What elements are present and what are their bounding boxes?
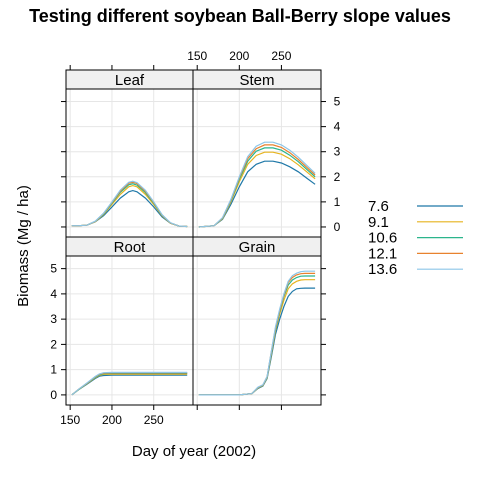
series-line-grain-13.6 — [198, 270, 316, 396]
legend-label: 12.1 — [368, 245, 397, 262]
y-tick-label-left: 0 — [50, 388, 57, 402]
y-axis-label: Biomass (Mg / ha) — [15, 185, 32, 307]
frame-root — [65, 255, 194, 406]
series-line-root-9.1 — [71, 373, 188, 396]
y-tick-label-left: 4 — [50, 287, 57, 301]
y-tick-label-right: 3 — [334, 145, 341, 159]
y-tick-label-right: 1 — [334, 195, 341, 209]
series-line-stem-13.6 — [198, 141, 316, 228]
series-line-grain-7.6 — [198, 287, 316, 396]
x-tick-label-bottom: 150 — [60, 413, 80, 427]
series-line-stem-10.6 — [198, 147, 316, 228]
panel-leaf: Leaf — [65, 69, 194, 238]
x-tick-label-top: 150 — [187, 49, 207, 63]
strip-label-leaf: Leaf — [115, 72, 145, 89]
y-tick-label-left: 5 — [50, 262, 57, 276]
legend: 7.69.110.612.113.6 — [368, 198, 463, 278]
y-tick-label-left: 2 — [50, 337, 57, 351]
strip-label-grain: Grain — [239, 239, 276, 256]
y-tick-label-left: 1 — [50, 363, 57, 377]
panel-stem: Stem — [192, 69, 322, 238]
frame-leaf — [65, 88, 194, 238]
chart-title: Testing different soybean Ball-Berry slo… — [29, 6, 451, 26]
legend-label: 13.6 — [368, 261, 397, 278]
x-axis-label: Day of year (2002) — [132, 443, 256, 460]
y-tick-label-right: 0 — [334, 220, 341, 234]
series-line-grain-12.1 — [198, 272, 316, 396]
series-line-leaf-13.6 — [71, 180, 188, 228]
frame-grain — [192, 255, 322, 406]
strip-label-stem: Stem — [239, 72, 274, 89]
legend-label: 9.1 — [368, 214, 389, 231]
series-line-leaf-10.6 — [71, 183, 188, 228]
legend-label: 7.6 — [368, 198, 389, 215]
panel-root: Root — [65, 236, 194, 406]
series-line-grain-9.1 — [198, 279, 316, 396]
legend-label: 10.6 — [368, 230, 397, 247]
strip-label-root: Root — [114, 239, 147, 256]
y-tick-label-right: 2 — [334, 170, 341, 184]
y-tick-label-right: 4 — [334, 120, 341, 134]
series-line-root-12.1 — [71, 372, 188, 396]
y-tick-label-right: 5 — [334, 95, 341, 109]
x-tick-label-bottom: 250 — [144, 413, 164, 427]
series-line-stem-7.6 — [198, 160, 316, 228]
series-line-root-7.6 — [71, 374, 188, 396]
y-tick-label-left: 3 — [50, 312, 57, 326]
series-line-leaf-12.1 — [71, 181, 188, 228]
x-tick-label-top: 200 — [229, 49, 249, 63]
panel-grain: Grain — [192, 236, 322, 406]
series-line-root-10.6 — [71, 372, 188, 396]
panels: Leaf Stem Root Grain 150 150 200 200 250 250 0 0 1 1 2… — [50, 49, 340, 427]
x-tick-label-bottom: 200 — [102, 413, 122, 427]
series-line-leaf-7.6 — [71, 189, 188, 228]
series-line-root-13.6 — [71, 371, 188, 396]
x-tick-label-top: 250 — [271, 49, 291, 63]
